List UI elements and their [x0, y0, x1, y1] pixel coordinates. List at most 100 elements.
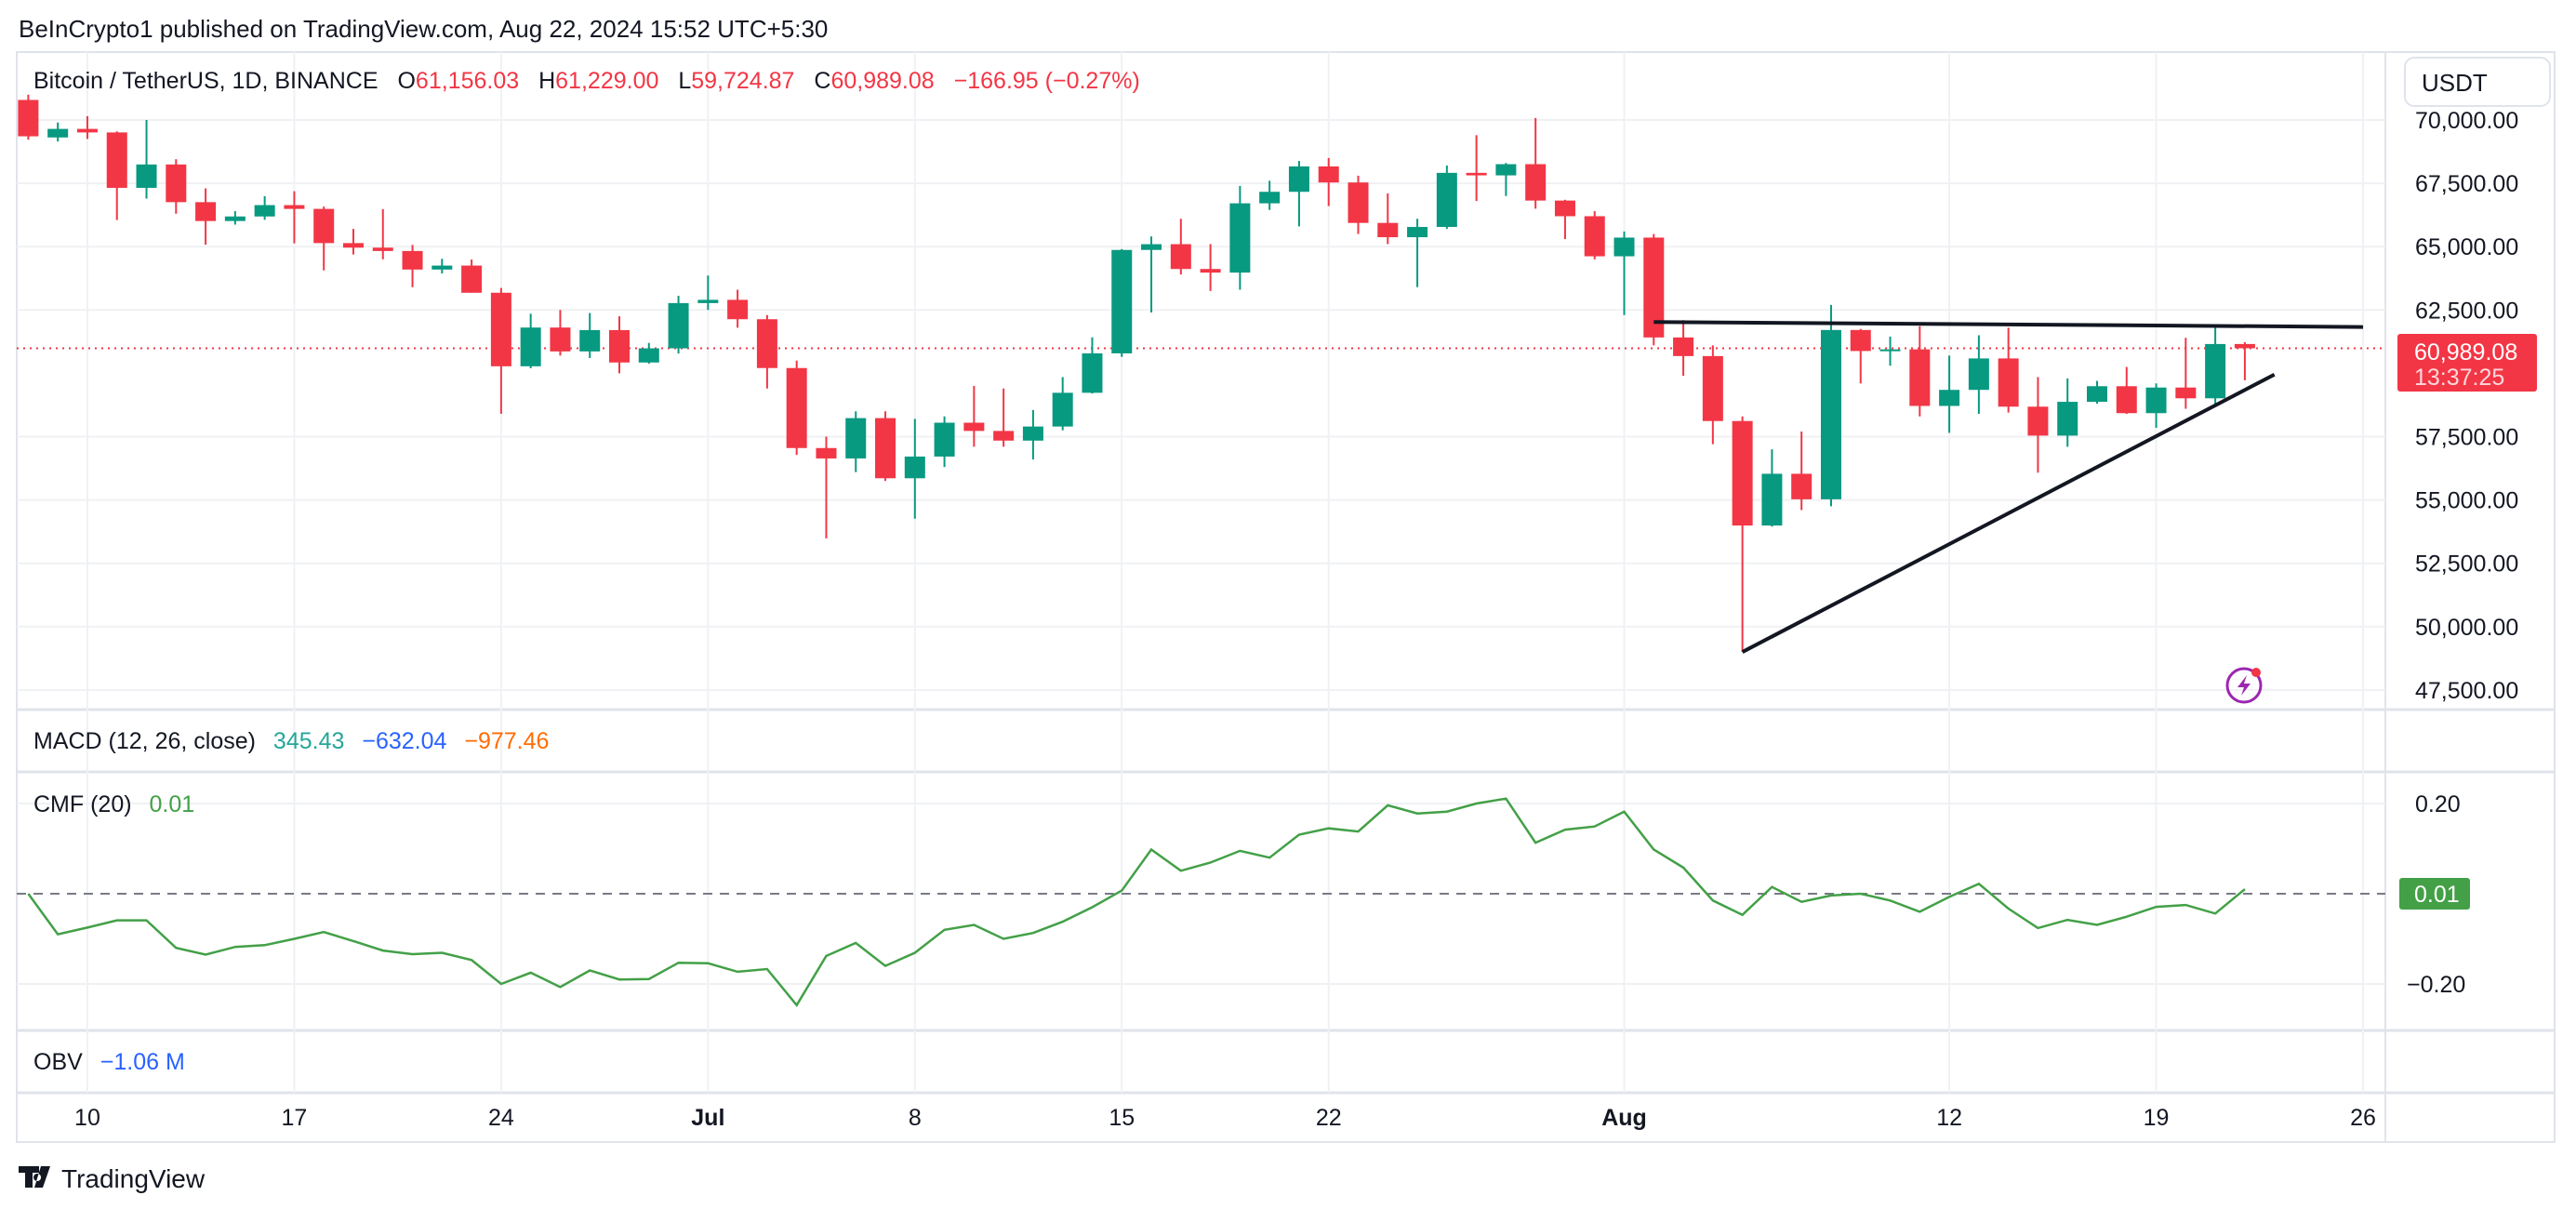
- candle-up: [1939, 390, 1960, 406]
- close-value: 60,989.08: [830, 68, 934, 94]
- candle-up: [904, 456, 925, 479]
- candle-up: [2205, 343, 2226, 399]
- candle-down: [2175, 387, 2197, 399]
- macd-signal-value: −977.46: [464, 728, 549, 754]
- candle-down: [1702, 355, 1723, 421]
- candle-up: [1761, 473, 1783, 526]
- price-axis[interactable]: 70,000.00 67,500.00 65,000.00 62,500.00 50,0…: [2415, 108, 2518, 704]
- price-axis-tick[interactable]: 62,500.00: [2415, 298, 2518, 324]
- candle-up: [1407, 227, 1428, 238]
- candle-up: [224, 216, 246, 221]
- candle-up: [1082, 352, 1103, 393]
- candle-down: [490, 292, 511, 366]
- candle-down: [1525, 164, 1547, 201]
- bar-countdown: 13:37:25: [2414, 365, 2504, 391]
- candle-down: [2116, 386, 2137, 414]
- candle-down: [284, 205, 305, 209]
- candle-down: [875, 418, 896, 479]
- candle-up: [638, 348, 659, 363]
- symbol-title: Bitcoin / TetherUS, 1D, BINANCE: [33, 68, 378, 94]
- currency-label: USDT: [2422, 69, 2488, 97]
- currency-button[interactable]: USDT: [2404, 57, 2551, 107]
- candle-up: [2087, 386, 2107, 403]
- candle-up: [1229, 203, 1251, 273]
- time-axis-tick[interactable]: 24: [488, 1105, 514, 1131]
- candle-down: [1554, 200, 1575, 217]
- low-label: L: [678, 68, 691, 94]
- candle-down: [76, 128, 98, 133]
- time-axis-tick[interactable]: 22: [1316, 1105, 1342, 1131]
- time-axis-tick[interactable]: 10: [74, 1105, 100, 1131]
- tradingview-logo[interactable]: TradingView: [19, 1164, 206, 1193]
- high-label: H: [538, 68, 555, 94]
- open-value: 61,156.03: [416, 68, 519, 94]
- time-axis[interactable]: 10 17 24 Jul 8 15 22 Aug 12 19 26: [74, 1105, 2376, 1131]
- candle-down: [1170, 244, 1191, 270]
- obv-value: −1.06 M: [100, 1049, 185, 1075]
- candle-down: [609, 329, 630, 363]
- candle-up: [1613, 237, 1635, 257]
- candle-up: [254, 205, 275, 217]
- last-price-badge: 60,989.08 13:37:25: [2397, 334, 2537, 392]
- price-axis-tick[interactable]: 47,500.00: [2415, 678, 2518, 704]
- time-axis-tick[interactable]: 17: [282, 1105, 308, 1131]
- grid-lines: [17, 52, 2385, 1093]
- open-label: O: [397, 68, 415, 94]
- lightning-icon[interactable]: [2225, 667, 2263, 704]
- trendline-support[interactable]: [1741, 372, 2276, 654]
- candle-down: [963, 422, 985, 432]
- tradingview-brand-text: TradingView: [61, 1164, 206, 1193]
- candle-down: [1673, 337, 1694, 356]
- macd-line-value: −632.04: [362, 728, 446, 754]
- price-axis-tick[interactable]: 57,500.00: [2415, 425, 2518, 451]
- candle-up: [697, 299, 719, 303]
- candle-down: [1998, 358, 2019, 407]
- macd-legend[interactable]: MACD (12, 26, close) 345.43 −632.04 −977…: [33, 728, 549, 754]
- candle-down: [1377, 222, 1399, 238]
- cmf-pane: [17, 797, 2385, 1007]
- trendlines[interactable]: [1653, 320, 2364, 654]
- candle-down: [1466, 172, 1487, 176]
- time-axis-tick[interactable]: 15: [1109, 1105, 1135, 1131]
- candle-down: [1584, 216, 1605, 257]
- trendline-resistance[interactable]: [1653, 320, 2364, 329]
- candle-up: [1141, 244, 1162, 250]
- price-axis-tick[interactable]: 50,000.00: [2415, 615, 2518, 641]
- obv-legend[interactable]: OBV −1.06 M: [33, 1049, 185, 1075]
- price-axis-tick[interactable]: 52,500.00: [2415, 551, 2518, 578]
- time-axis-tick[interactable]: 26: [2350, 1105, 2376, 1131]
- time-axis-tick[interactable]: 12: [1936, 1105, 1962, 1131]
- candle-down: [1200, 269, 1221, 273]
- candle-up: [1495, 164, 1517, 176]
- time-axis-tick[interactable]: 8: [909, 1105, 922, 1131]
- price-axis-tick[interactable]: 70,000.00: [2415, 108, 2518, 134]
- candle-up: [1436, 172, 1457, 228]
- time-axis-tick[interactable]: Jul: [691, 1105, 724, 1131]
- cmf-badge-value: 0.01: [2414, 882, 2460, 908]
- candle-down: [550, 327, 571, 352]
- candle-down: [18, 100, 39, 137]
- low-value: 59,724.87: [691, 68, 794, 94]
- published-caption: BeInCrypto1 published on TradingView.com…: [19, 15, 828, 43]
- candle-down: [993, 431, 1015, 441]
- change-value: −166.95 (−0.27%): [954, 68, 1140, 94]
- price-axis-tick[interactable]: 67,500.00: [2415, 171, 2518, 197]
- candle-up: [1820, 329, 1841, 499]
- price-axis-tick[interactable]: 65,000.00: [2415, 234, 2518, 260]
- chart-frame: [16, 51, 2556, 1143]
- candle-down: [195, 202, 217, 221]
- candle-up: [934, 422, 955, 457]
- candle-down: [1318, 166, 1339, 183]
- cmf-legend[interactable]: CMF (20) 0.01: [33, 791, 194, 817]
- candle-up: [47, 128, 69, 138]
- price-axis-tick[interactable]: 55,000.00: [2415, 488, 2518, 514]
- candle-down: [342, 243, 364, 248]
- candle-down: [106, 132, 127, 188]
- symbol-legend[interactable]: Bitcoin / TetherUS, 1D, BINANCE O61,156.…: [33, 68, 1140, 94]
- candle-up: [2057, 402, 2078, 436]
- cmf-value: 0.01: [150, 791, 195, 817]
- candle-up: [1111, 249, 1133, 353]
- time-axis-tick[interactable]: Aug: [1601, 1105, 1647, 1131]
- time-axis-tick[interactable]: 19: [2144, 1105, 2170, 1131]
